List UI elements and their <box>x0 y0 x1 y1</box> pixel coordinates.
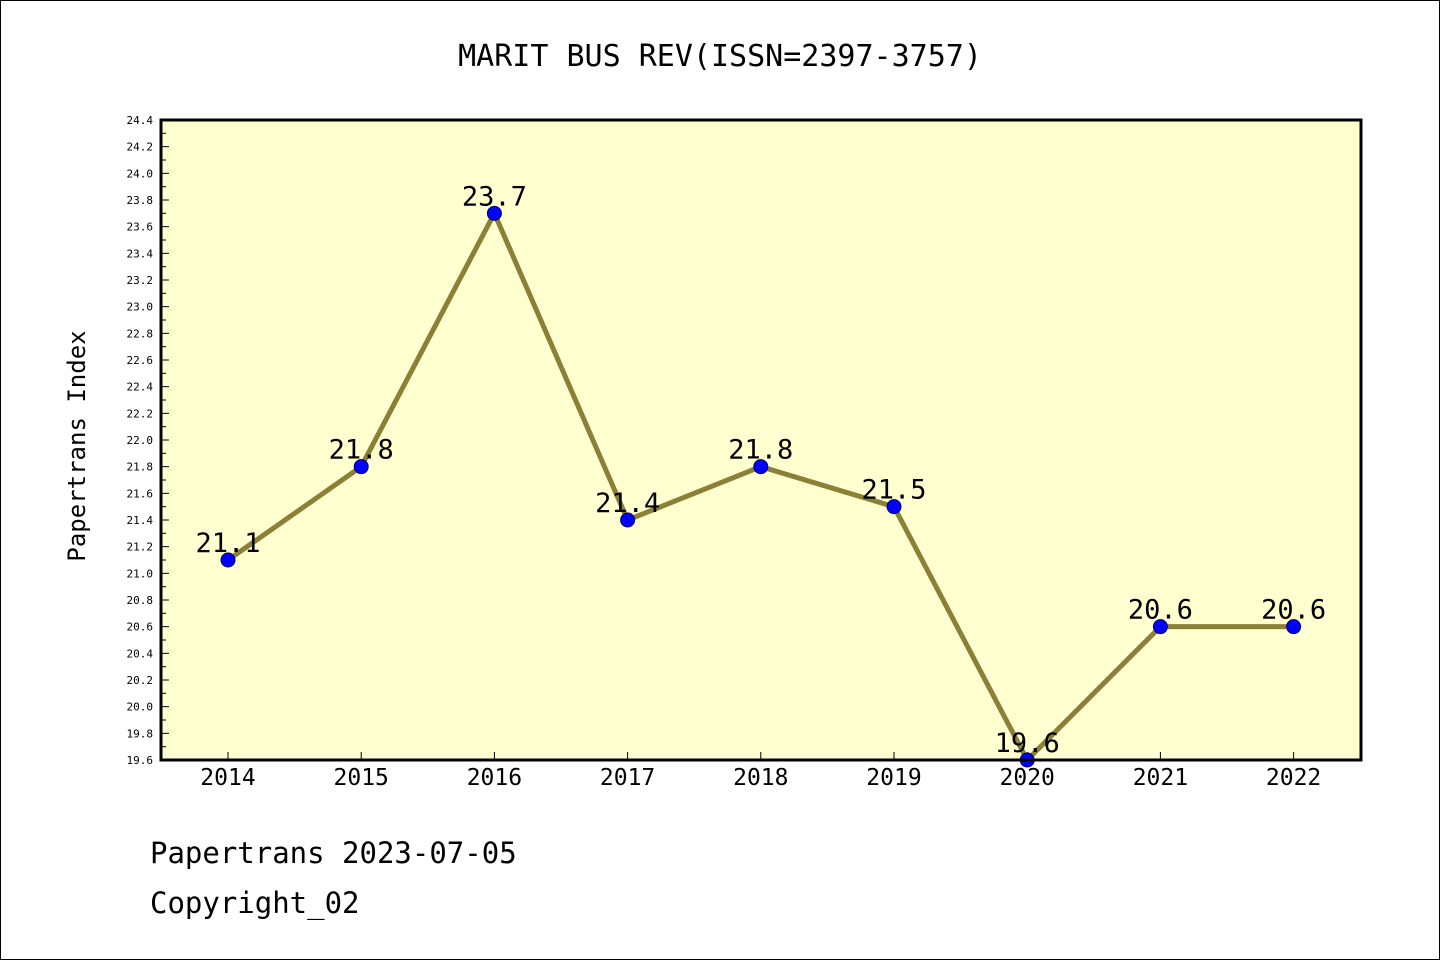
series-markers <box>220 205 1302 768</box>
y-tick-label: 19.8 <box>127 727 154 740</box>
y-tick-label: 20.2 <box>127 674 154 687</box>
y-tick-label: 23.4 <box>127 247 154 260</box>
data-point <box>486 205 502 221</box>
data-label: 21.8 <box>329 435 394 466</box>
y-tick-label: 22.0 <box>127 434 154 447</box>
x-tick-label: 2015 <box>334 765 389 791</box>
footer-date: Papertrans 2023-07-05 <box>150 836 517 870</box>
y-tick-label: 21.2 <box>127 541 154 554</box>
y-tick-label: 20.4 <box>127 647 154 660</box>
data-point <box>353 459 369 475</box>
data-label: 19.6 <box>995 728 1060 759</box>
data-point <box>753 459 769 475</box>
x-tick-label: 2020 <box>1000 765 1055 791</box>
y-tick-label: 23.2 <box>127 274 154 287</box>
y-tick-label: 21.0 <box>127 567 154 580</box>
y-tick-label: 23.8 <box>127 194 154 207</box>
x-tick-label: 2014 <box>200 765 255 791</box>
data-point <box>1152 619 1168 635</box>
chart-title: MARIT BUS REV(ISSN=2397-3757) <box>458 39 982 74</box>
plot-area <box>161 120 1361 760</box>
y-tick-label: 23.6 <box>127 221 154 234</box>
y-tick-label: 24.0 <box>127 167 154 180</box>
y-tick-label: 21.8 <box>127 461 154 474</box>
data-label: 23.7 <box>462 181 527 212</box>
data-label: 21.4 <box>595 488 660 519</box>
x-tick-label: 2017 <box>600 765 655 791</box>
x-tick-label: 2021 <box>1133 765 1188 791</box>
plot-border <box>159 118 1363 762</box>
x-tick-label: 2016 <box>467 765 522 791</box>
data-label: 21.8 <box>728 435 793 466</box>
y-tick-label: 20.8 <box>127 594 154 607</box>
y-tick-label: 22.2 <box>127 407 154 420</box>
data-labels: 21.1 21.8 23.7 21.4 21.8 21.5 19.6 20.6 20.6 <box>195 181 1326 759</box>
data-point <box>620 512 636 528</box>
y-tick-label: 20.0 <box>127 701 154 714</box>
data-point <box>220 552 236 568</box>
data-label: 20.6 <box>1261 595 1326 626</box>
y-tick-label: 21.4 <box>127 514 154 527</box>
y-tick-label: 21.6 <box>127 487 154 500</box>
data-point <box>886 499 902 515</box>
data-label: 20.6 <box>1128 595 1193 626</box>
y-tick-label: 20.6 <box>127 621 154 634</box>
x-tick-label: 2019 <box>866 765 921 791</box>
y-axis-label: Papertrans Index <box>63 330 91 561</box>
footer-copyright: Copyright_02 <box>150 886 360 920</box>
y-tick-label: 22.8 <box>127 327 154 340</box>
y-tick-label: 19.6 <box>127 754 154 767</box>
x-axis-ticks: 2014 2015 2016 2017 2018 2019 2020 2021 2022 <box>200 752 1321 791</box>
y-tick-label: 22.4 <box>127 381 154 394</box>
data-label: 21.1 <box>195 528 260 559</box>
y-tick-label: 23.0 <box>127 301 154 314</box>
x-tick-label: 2022 <box>1266 765 1321 791</box>
y-tick-label: 24.2 <box>127 141 154 154</box>
data-point <box>1286 619 1302 635</box>
data-label: 21.5 <box>861 475 926 506</box>
y-axis-ticks: 19.6 19.8 20.0 20.2 20.4 20.6 20.8 21.0 21.2 21.4… <box>127 114 169 767</box>
x-tick-label: 2018 <box>733 765 788 791</box>
y-tick-label: 24.4 <box>127 114 154 127</box>
y-tick-label: 22.6 <box>127 354 154 367</box>
